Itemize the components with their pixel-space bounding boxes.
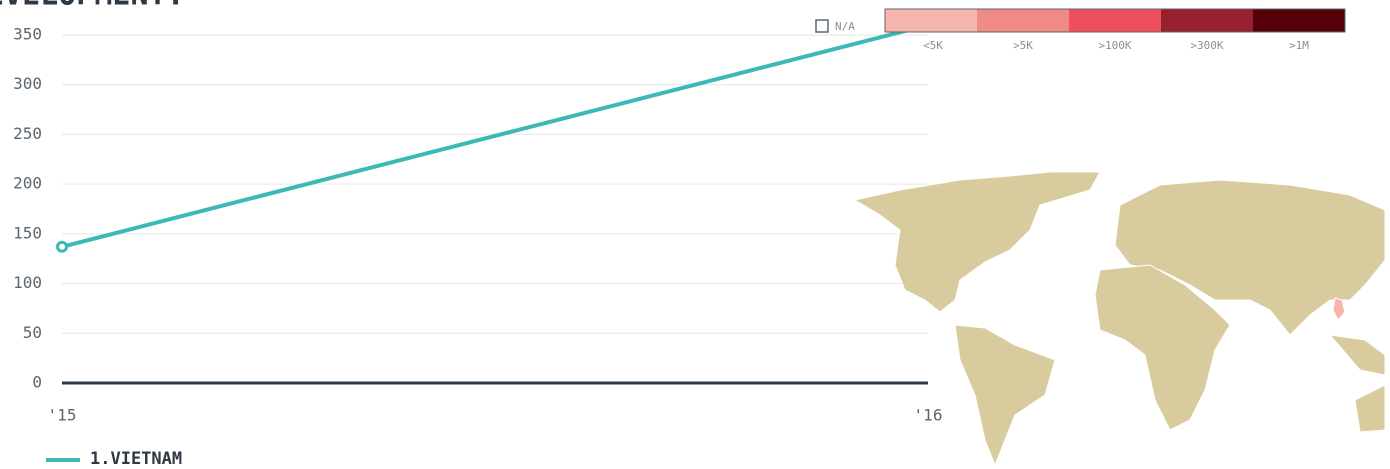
x-tick-label: '15 [48,406,77,425]
scale-label: >5K [1013,39,1033,52]
y-tick-label: 300 [13,74,42,93]
grid [62,34,928,384]
y-tick-label: 50 [23,323,42,342]
y-tick-label: 250 [13,124,42,143]
scale-swatch [1161,9,1253,32]
scale-label: >300K [1190,39,1223,52]
scale-border [884,8,1346,33]
y-tick-label: 200 [13,174,42,193]
y-tick-label: 100 [13,273,42,292]
point [56,240,68,253]
scale-swatch [885,9,977,32]
scale-swatch [977,9,1069,32]
scale-label: >1M [1289,39,1309,52]
scale-label: <5K [923,39,943,52]
world-map [853,171,1386,467]
y-tick-label: 150 [13,223,42,242]
na-label: N/A [835,20,855,33]
na-box [815,19,829,33]
chart-title: EVELOPMENT: [0,0,185,13]
x-tick-label: '16 [914,406,943,425]
legend-label: 1.VIETNAM [90,449,182,469]
scale-label: >100K [1098,39,1131,52]
scale-swatch [1069,9,1161,32]
scale-swatch [1253,9,1345,32]
y-tick-label: 350 [13,25,42,44]
y-tick-label: 0 [32,373,42,392]
line [61,23,929,249]
